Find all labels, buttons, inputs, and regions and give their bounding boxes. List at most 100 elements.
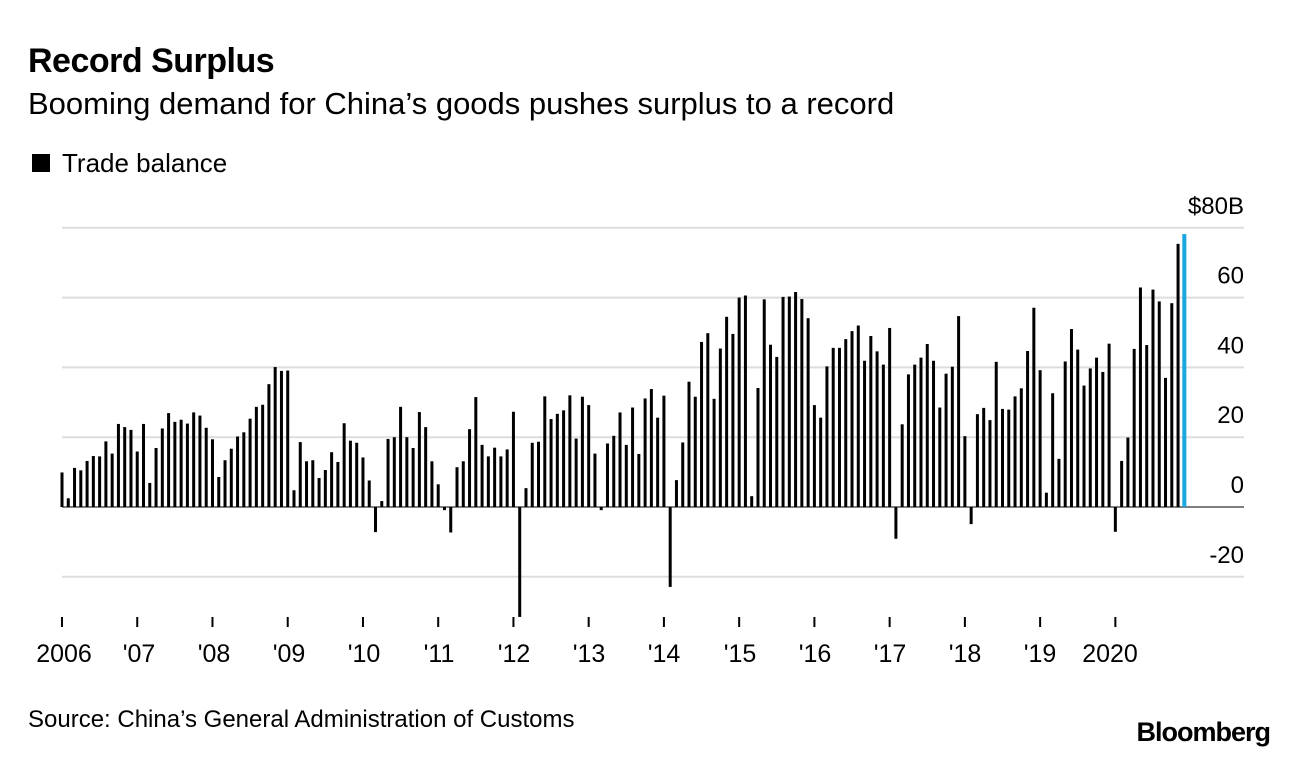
bar: [305, 461, 309, 507]
legend-swatch: [32, 154, 50, 172]
bar: [938, 407, 942, 507]
bar: [123, 427, 127, 507]
bar: [1069, 329, 1073, 507]
bar: [712, 398, 716, 507]
source-note: Source: China’s General Administration o…: [28, 706, 575, 733]
legend: Trade balance: [32, 146, 227, 180]
bar: [254, 406, 258, 507]
trade-balance-chart: $80B 60 40 20 0 -20 2006 '07 '08 '09 '10 '11 '12 '13…: [36, 193, 1244, 668]
bar: [392, 437, 396, 507]
bar: [179, 419, 183, 507]
bar: [499, 456, 503, 507]
bar: [605, 443, 609, 507]
bar: [1026, 351, 1030, 507]
bar: [505, 449, 509, 508]
bar: [1038, 370, 1042, 507]
bar: [775, 356, 779, 507]
chart-title: Record Surplus: [28, 42, 275, 80]
bar: [1063, 361, 1067, 507]
bar: [875, 351, 879, 507]
bar: [242, 432, 246, 507]
bar: [787, 296, 791, 507]
bar: [173, 421, 177, 507]
bar: [1170, 303, 1174, 507]
bar: [342, 423, 346, 507]
bar: [1001, 408, 1004, 507]
bar: [1107, 343, 1111, 507]
bar: [210, 439, 214, 507]
x-tick-label: '12: [498, 640, 531, 668]
bar: [1120, 460, 1124, 507]
bar: [336, 461, 340, 507]
bar: [718, 348, 722, 507]
bar: [455, 467, 459, 507]
bar: [286, 370, 290, 507]
bars-layer: [60, 234, 1187, 617]
bar: [731, 333, 735, 507]
bar: [1082, 385, 1086, 507]
bar: [737, 297, 741, 507]
bar: [386, 438, 390, 507]
bar: [700, 341, 704, 507]
bar: [374, 507, 377, 533]
bar: [85, 460, 89, 507]
bar: [769, 344, 773, 507]
grid-layer: $80B 60 40 20 0 -20: [62, 193, 1244, 578]
y-tick-label: -20: [1209, 542, 1244, 569]
bar: [706, 333, 710, 507]
bar: [486, 456, 490, 507]
bar: [844, 339, 848, 507]
bar: [292, 490, 296, 507]
bar: [468, 429, 472, 507]
bar: [919, 357, 923, 507]
bar: [925, 344, 929, 507]
bar: [367, 480, 371, 507]
bar: [160, 428, 164, 508]
bar: [493, 447, 497, 507]
bar: [91, 456, 95, 507]
bar: [167, 413, 171, 507]
bar: [129, 429, 133, 507]
bar: [449, 507, 453, 533]
bar: [380, 501, 384, 507]
bar: [154, 448, 158, 507]
bar: [317, 478, 321, 507]
bar: [185, 423, 189, 507]
bar: [1095, 357, 1099, 507]
bar: [223, 460, 227, 507]
bar: [869, 335, 873, 507]
bar: [148, 482, 152, 507]
bar: [637, 453, 641, 507]
bar: [994, 361, 998, 507]
bar: [725, 316, 729, 507]
bar: [524, 488, 528, 507]
bar: [549, 419, 553, 507]
bar: [631, 407, 635, 507]
y-tick-label: $80B: [1188, 193, 1244, 220]
bar: [142, 423, 146, 507]
bar: [1007, 409, 1011, 507]
y-tick-label: 0: [1231, 472, 1244, 499]
bar: [624, 444, 628, 507]
bar: [806, 318, 810, 507]
bar: [442, 507, 446, 511]
bar: [66, 498, 70, 507]
bar: [98, 456, 102, 507]
chart-subtitle: Booming demand for China’s goods pushes …: [28, 86, 895, 121]
legend-label: Trade balance: [62, 147, 228, 178]
bar: [330, 452, 334, 507]
bar: [643, 398, 647, 507]
bar: [794, 292, 798, 507]
bar: [236, 436, 240, 507]
bar: [116, 423, 120, 507]
bar: [279, 370, 283, 507]
bar: [1101, 371, 1105, 507]
bar: [267, 384, 271, 507]
x-tick-label: '14: [648, 640, 681, 668]
bar: [1151, 289, 1155, 507]
x-tick-label: '19: [1024, 640, 1057, 668]
x-tick-label: '18: [949, 640, 982, 668]
bar: [681, 442, 685, 507]
bar: [555, 413, 559, 507]
bar: [819, 417, 823, 507]
